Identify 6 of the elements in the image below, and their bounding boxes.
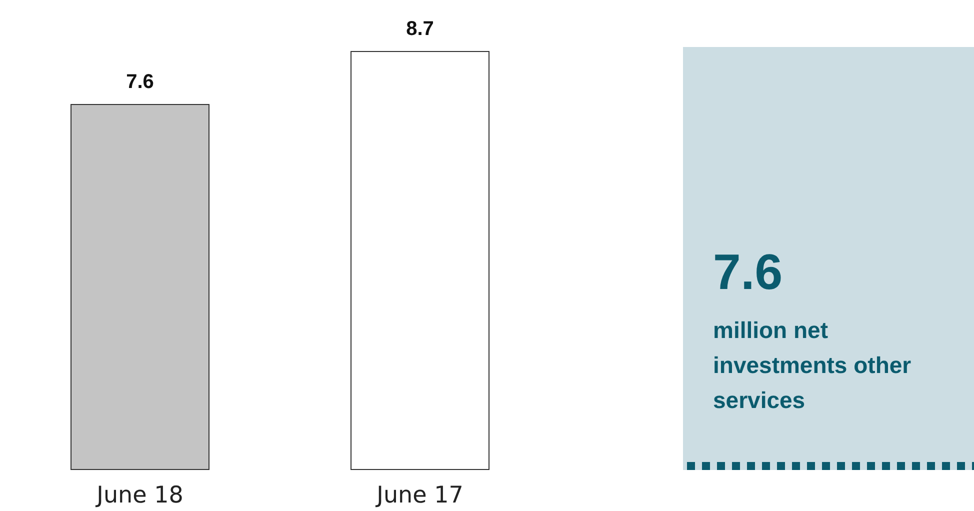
data-label: 7.6 [126,70,154,93]
x-tick-label: June 17 [374,482,464,508]
text: million net investments other services [713,316,912,415]
data-label: 8.7 [406,18,434,40]
text: 7.6 [713,243,783,301]
x-tick-label: June 18 [94,482,184,508]
